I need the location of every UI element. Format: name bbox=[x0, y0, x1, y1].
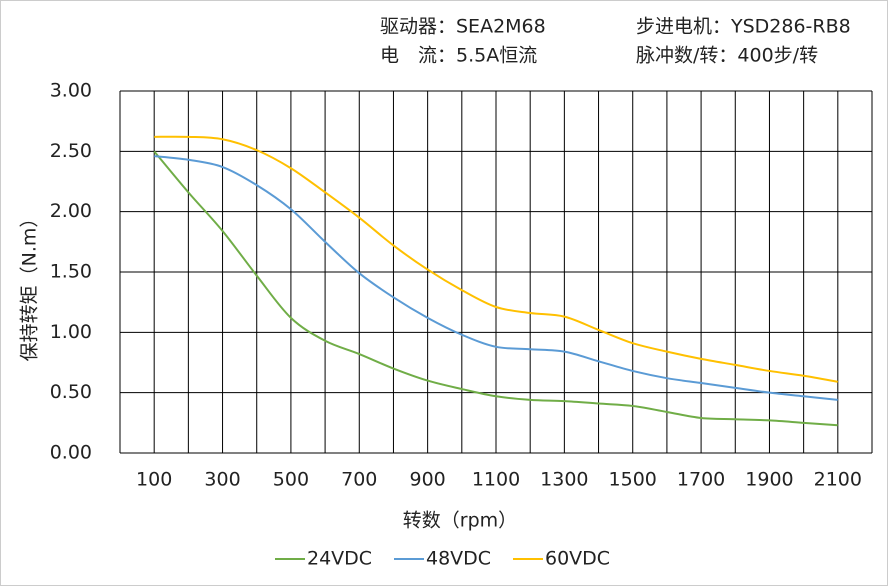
y-tick-label: 3.00 bbox=[50, 80, 92, 102]
legend-label: 48VDC bbox=[426, 548, 491, 570]
x-tick-label: 1700 bbox=[677, 469, 725, 491]
line-series bbox=[154, 135, 838, 383]
x-tick-label: 500 bbox=[273, 469, 309, 491]
y-tick-label: 2.50 bbox=[50, 140, 92, 162]
y-axis-label: 保持转矩（N.m） bbox=[19, 209, 41, 362]
x-tick-label: 100 bbox=[136, 469, 172, 491]
x-tick-label: 700 bbox=[341, 469, 377, 491]
y-tick-label: 0.00 bbox=[50, 442, 92, 464]
x-tick-label: 1500 bbox=[609, 469, 657, 491]
line-series bbox=[153, 150, 838, 427]
y-tick-label: 1.00 bbox=[50, 321, 92, 343]
legend-label: 60VDC bbox=[545, 548, 610, 570]
x-tick-label: 2100 bbox=[814, 469, 862, 491]
x-tick-label: 300 bbox=[204, 469, 240, 491]
legend-label: 24VDC bbox=[307, 548, 372, 570]
y-tick-label: 2.00 bbox=[50, 200, 92, 222]
x-tick-label: 1300 bbox=[540, 469, 588, 491]
line-series bbox=[154, 155, 838, 401]
x-tick-label: 1100 bbox=[472, 469, 520, 491]
annotation: 步进电机：YSD286-RB8 bbox=[636, 16, 851, 38]
x-axis-label: 转数（rpm） bbox=[403, 510, 517, 532]
annotation: 脉冲数/转：400步/转 bbox=[636, 45, 818, 67]
y-tick-label: 0.50 bbox=[50, 381, 92, 403]
x-tick-label: 1900 bbox=[745, 469, 793, 491]
annotation: 电 流：5.5A恒流 bbox=[380, 45, 537, 67]
x-tick-label: 900 bbox=[410, 469, 446, 491]
y-tick-label: 1.50 bbox=[50, 261, 92, 283]
annotation: 驱动器：SEA2M68 bbox=[380, 16, 546, 38]
